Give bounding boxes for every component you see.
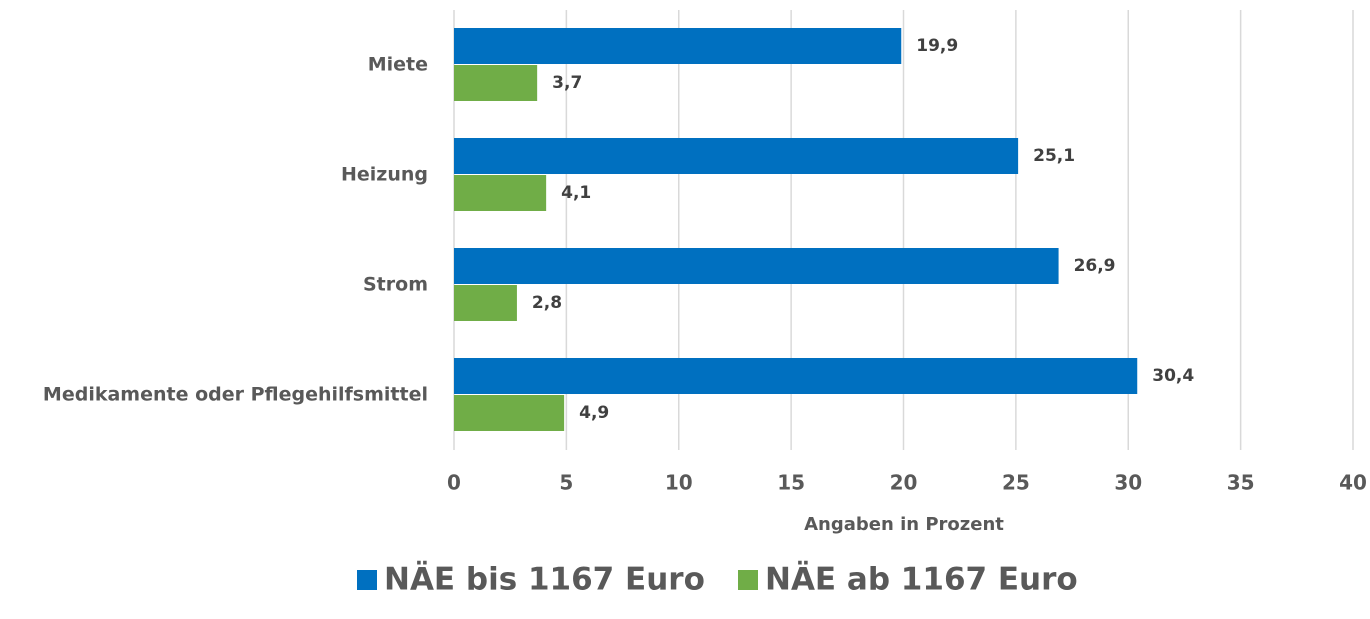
bar [454, 395, 565, 431]
legend-swatch [738, 570, 758, 590]
legend-label: NÄE bis 1167 Euro [384, 562, 705, 598]
bar [454, 248, 1059, 284]
y-tick-label: Heizung [341, 164, 428, 186]
y-tick-label: Miete [368, 54, 428, 76]
value-label: 25,1 [1033, 146, 1075, 166]
bar [454, 285, 517, 321]
bar [454, 65, 538, 101]
x-tick-label: 25 [1002, 471, 1030, 495]
y-tick-label: Strom [363, 274, 428, 296]
bar [454, 138, 1019, 174]
value-label: 26,9 [1074, 256, 1116, 276]
x-tick-label: 40 [1339, 471, 1367, 495]
bar [454, 175, 547, 211]
legend-swatch [357, 570, 377, 590]
x-tick-label: 30 [1114, 471, 1142, 495]
value-label: 30,4 [1152, 366, 1194, 386]
x-tick-label: 15 [777, 471, 805, 495]
bar [454, 28, 902, 64]
x-axis-label: Angaben in Prozent [804, 514, 1004, 535]
y-tick-label: Medikamente oder Pflegehilfsmittel [43, 384, 428, 406]
legend-label: NÄE ab 1167 Euro [765, 562, 1078, 598]
value-label: 2,8 [532, 293, 562, 313]
x-tick-label: 10 [665, 471, 693, 495]
x-tick-label: 20 [890, 471, 918, 495]
x-tick-label: 35 [1227, 471, 1255, 495]
x-tick-label: 5 [559, 471, 573, 495]
value-label: 4,9 [579, 403, 609, 423]
value-label: 3,7 [552, 73, 582, 93]
bar [454, 358, 1138, 394]
value-label: 19,9 [916, 36, 958, 56]
value-label: 4,1 [561, 183, 591, 203]
x-tick-label: 0 [447, 471, 461, 495]
